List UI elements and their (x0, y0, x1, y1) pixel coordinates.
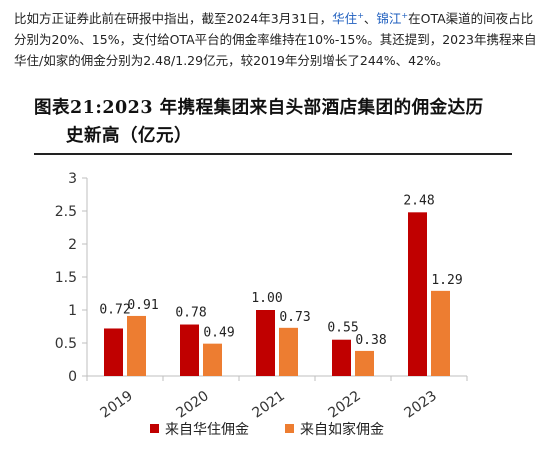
legend-label-huazhu: 来自华住佣金 (165, 422, 249, 438)
y-tick-label: 0.5 (55, 336, 77, 352)
chart-title: 图表21:2023 年携程集团来自头部酒店集团的佣金达历 史新高（亿元） (34, 94, 534, 150)
x-tick-label-2019: 2019 (98, 388, 136, 422)
bar-huazhu-2021 (256, 310, 275, 376)
y-tick-label: 1 (68, 303, 77, 319)
bar-huazhu-2023 (408, 212, 427, 376)
data-label-rujia-2019: 0.91 (127, 298, 158, 313)
y-tick-label: 2.5 (55, 204, 77, 220)
bar-huazhu-2020 (180, 324, 199, 376)
article-text-2: 在OTA渠道的间夜占比分别为20%、15%，支付给OTA平台的佣金率维持在10%… (14, 11, 537, 69)
data-label-rujia-2022: 0.38 (355, 333, 386, 348)
x-tick-label-2022: 2022 (326, 388, 364, 422)
x-tick-label-2021: 2021 (250, 388, 288, 422)
data-label-rujia-2020: 0.49 (203, 326, 234, 341)
bar-huazhu-2022 (332, 339, 351, 376)
y-tick-label: 1.5 (55, 270, 77, 286)
legend-swatch-huazhu (150, 424, 159, 433)
jinjiang-plus: + (401, 11, 409, 20)
article-text-1: 比如方正证券此前在研报中指出，截至2024年3月31日， (14, 11, 333, 27)
y-tick-label: 3 (68, 171, 77, 187)
legend-swatch-rujia (285, 424, 294, 433)
bar-rujia-2020 (203, 343, 222, 376)
article-separator: 、 (363, 11, 377, 27)
title-underline (34, 153, 512, 155)
data-label-huazhu-2020: 0.78 (175, 306, 206, 321)
article-paragraph: 比如方正证券此前在研报中指出，截至2024年3月31日，华住+、锦江+在OTA渠… (14, 5, 544, 71)
data-label-rujia-2021: 0.73 (279, 310, 310, 325)
jinjiang-link[interactable]: 锦江 (376, 11, 402, 27)
data-label-huazhu-2023: 2.48 (403, 193, 434, 208)
x-tick-label-2023: 2023 (402, 388, 440, 422)
x-tick-label-2020: 2020 (174, 388, 212, 422)
huazhu-plus: + (357, 11, 364, 20)
chart-title-line-2: 史新高（亿元） (66, 126, 192, 146)
bar-rujia-2019 (127, 315, 146, 376)
y-tick-label: 0 (68, 369, 77, 385)
bar-rujia-2023 (431, 290, 450, 376)
data-label-huazhu-2019: 0.72 (99, 302, 130, 317)
bar-huazhu-2019 (104, 328, 123, 376)
chart-title-line-1: 图表21:2023 年携程集团来自头部酒店集团的佣金达历 (34, 98, 484, 118)
legend-label-rujia: 来自如家佣金 (300, 421, 384, 438)
data-label-rujia-2023: 1.29 (431, 273, 462, 288)
bar-rujia-2021 (279, 327, 298, 376)
bar-rujia-2022 (355, 350, 374, 376)
y-tick-label: 2 (68, 237, 77, 253)
data-label-huazhu-2021: 1.00 (251, 291, 282, 306)
data-label-huazhu-2022: 0.55 (327, 321, 358, 336)
huazhu-link[interactable]: 华住 (332, 11, 358, 27)
